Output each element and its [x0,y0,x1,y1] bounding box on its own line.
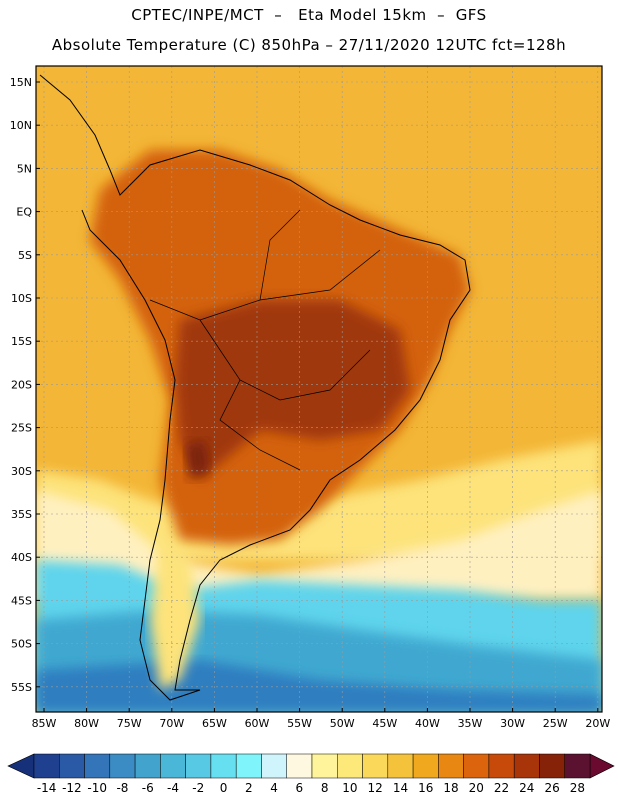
colorbar-swatch [59,753,85,779]
lon-tick-label: 20W [585,717,610,730]
lon-tick-label: 40W [415,717,440,730]
colorbar-swatch [412,753,439,779]
lon-tick-label: 75W [117,717,142,730]
colorbar-label: 28 [570,781,585,795]
colorbar-label: 22 [494,781,509,795]
colorbar-label: -2 [192,781,204,795]
lat-tick-label: 5S [18,249,32,262]
colorbar-swatch [311,753,338,779]
lon-tick-label: 35W [458,717,483,730]
lat-tick-label: 5N [17,162,32,175]
colorbar-swatch [235,753,262,779]
lat-tick-label: 10S [11,292,32,305]
temperature-field [36,66,602,712]
colorbar-swatch [210,753,237,779]
colorbar-swatch [84,753,111,779]
lat-tick-label: 15N [10,76,32,89]
colorbar-label: 18 [443,781,458,795]
colorbar-swatch [539,753,565,779]
colorbar-swatch [261,753,287,779]
map-title-line1: CPTEC/INPE/MCT – Eta Model 15km – GFS [131,6,487,24]
colorbar-label: 24 [519,781,534,795]
map-frame [35,65,603,713]
lon-tick-label: 55W [287,717,312,730]
lat-tick-label: 15S [11,335,32,348]
colorbar-overflow [589,753,615,779]
colorbar-swatch [109,753,136,779]
colorbar-label: 12 [368,781,383,795]
lon-tick-label: 60W [245,717,270,730]
colorbar-label: -10 [87,781,107,795]
lon-tick-label: 50W [330,717,355,730]
lon-tick-label: 65W [202,717,227,730]
colorbar-label: -12 [62,781,82,795]
colorbar-label: -4 [167,781,179,795]
lat-tick-label: 20S [11,378,32,391]
lat-tick-label: 40S [11,551,32,564]
lat-tick-label: 55S [11,681,32,694]
lon-tick-label: 80W [74,717,99,730]
colorbar-swatch [513,753,540,779]
colorbar-swatch [488,753,515,779]
lat-tick-label: EQ [16,206,32,219]
colorbar-swatch [286,753,313,779]
colorbar-swatch [387,753,414,779]
lon-tick-label: 45W [372,717,397,730]
colorbar-label: 26 [544,781,559,795]
lon-tick-label: 30W [500,717,525,730]
colorbar-label: 20 [469,781,484,795]
lon-tick-label: 25W [543,717,568,730]
colorbar-label: -6 [142,781,154,795]
longitude-axis: 85W 80W 75W 70W 65W 60W 55W 50W 45W 40W 35W 30W 25W 2… [32,708,610,730]
colorbar-label: 10 [342,781,357,795]
lon-tick-label: 85W [32,717,57,730]
colorbar-label: 14 [393,781,408,795]
lat-tick-label: 35S [11,508,32,521]
colorbar-label: 4 [270,781,278,795]
lat-tick-label: 10N [10,119,32,132]
colorbar-swatch [463,753,490,779]
colorbar-label: 8 [321,781,329,795]
colorbar-label: 0 [220,781,228,795]
lat-tick-label: 45S [11,594,32,607]
colorbar-label: -14 [37,781,57,795]
colorbar-underflow [7,753,35,779]
colorbar-swatch [438,753,464,779]
lat-tick-label: 30S [11,465,32,478]
colorbar-swatch [362,753,389,779]
colorbar-label: 6 [296,781,304,795]
latitude-axis: 15N 10N 5N EQ 5S 10S 15S 20S 25S 30S 35S 40S 45S 50S 5… [10,76,40,694]
colorbar-swatch [185,753,212,779]
colorbar-swatch [337,753,363,779]
colorbar-label: 2 [245,781,253,795]
colorbar-label: -8 [116,781,128,795]
lat-tick-label: 50S [11,638,32,651]
colorbar-swatch [564,753,591,779]
colorbar-label: 16 [418,781,433,795]
color-scale-bar: -14 -12 -10 -8 -6 -4 -2 0 2 4 6 8 10 12 14 16 18 20 22 24 26… [7,753,615,795]
lon-tick-label: 70W [159,717,184,730]
map-title-line2: Absolute Temperature (C) 850hPa – 27/11/… [51,36,567,54]
colorbar-swatch [160,753,186,779]
colorbar-swatch [33,753,60,779]
lat-tick-label: 25S [11,422,32,435]
colorbar-swatch [134,753,161,779]
